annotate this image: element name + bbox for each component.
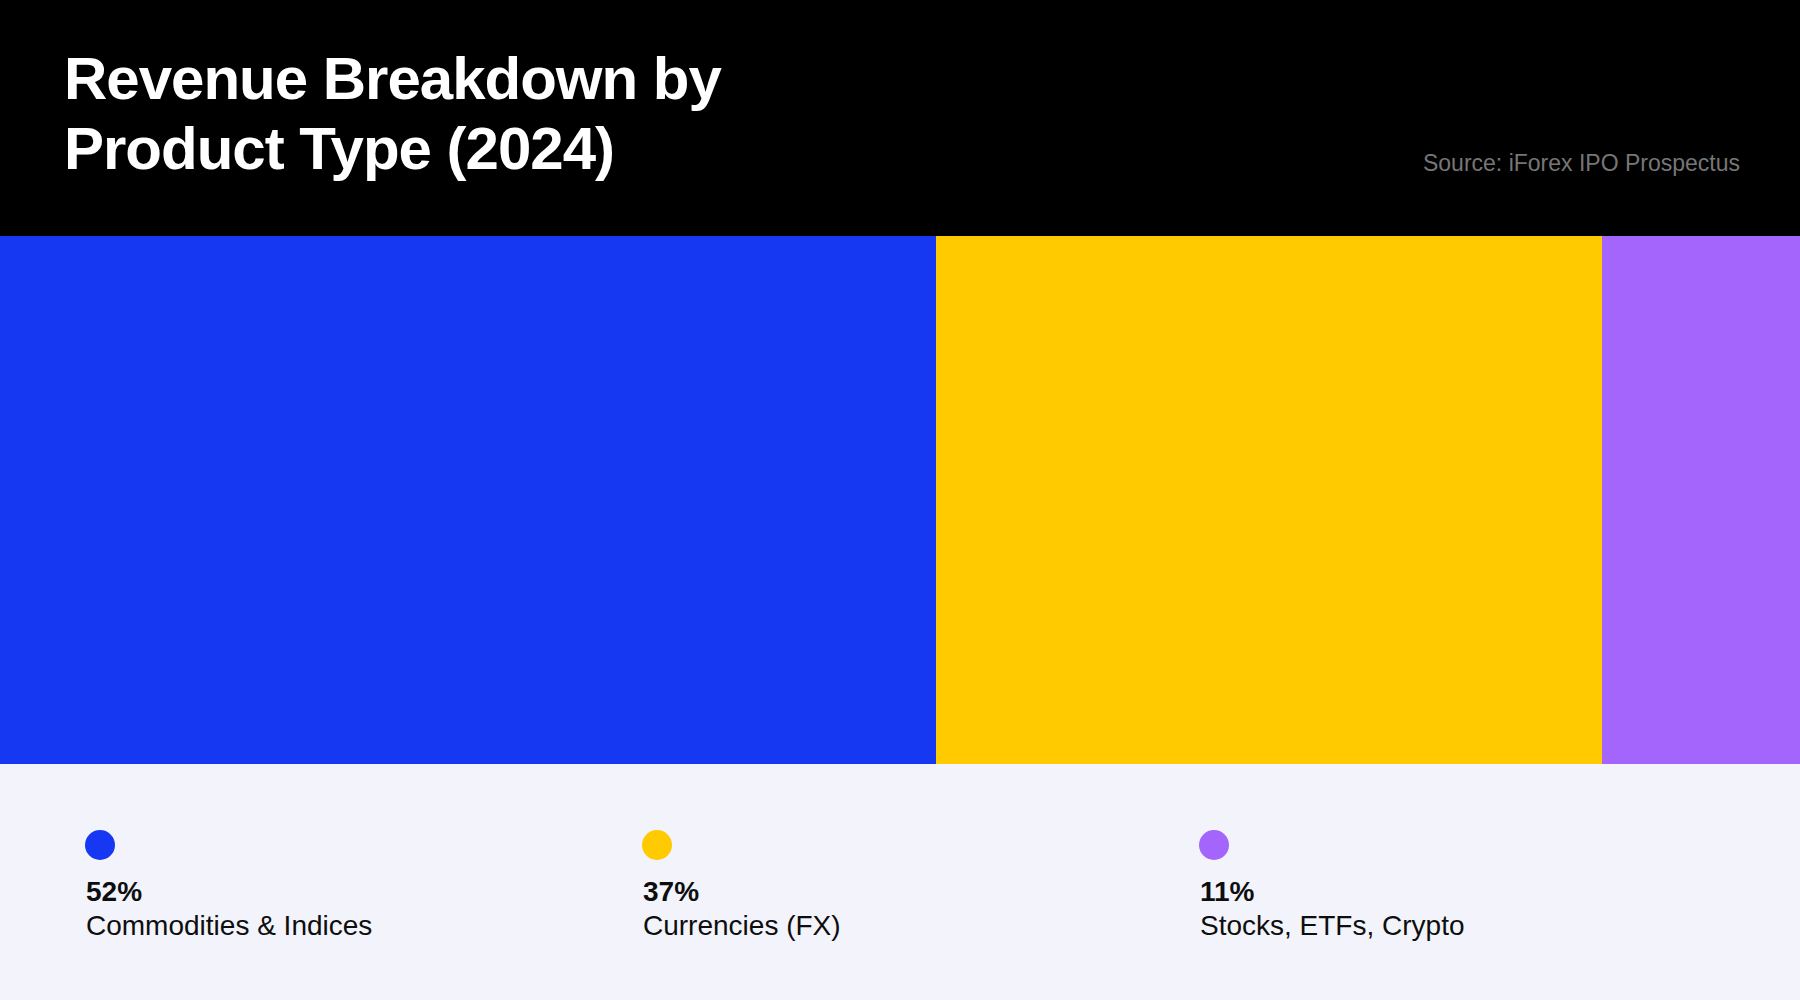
legend-label: Stocks, ETFs, Crypto xyxy=(1200,909,1754,943)
infographic-canvas: Revenue Breakdown by Product Type (2024)… xyxy=(0,0,1800,1000)
header: Revenue Breakdown by Product Type (2024)… xyxy=(0,0,1800,236)
legend: 52% Commodities & Indices 37% Currencies… xyxy=(0,764,1800,1000)
legend-item-commodities-indices: 52% Commodities & Indices xyxy=(83,830,640,943)
legend-percent: 37% xyxy=(643,874,1197,909)
legend-item-stocks-etfs-crypto: 11% Stocks, ETFs, Crypto xyxy=(1197,830,1754,943)
legend-dot-icon xyxy=(1199,830,1229,860)
legend-dot-icon xyxy=(642,830,672,860)
bar-segment-commodities-indices xyxy=(0,236,936,764)
legend-dot-icon xyxy=(85,830,115,860)
legend-item-currencies-fx: 37% Currencies (FX) xyxy=(640,830,1197,943)
page-title: Revenue Breakdown by Product Type (2024) xyxy=(64,44,721,184)
legend-label: Currencies (FX) xyxy=(643,909,1197,943)
legend-label: Commodities & Indices xyxy=(86,909,640,943)
legend-percent: 52% xyxy=(86,874,640,909)
bar-segment-currencies-fx xyxy=(936,236,1602,764)
source-credit: Source: iForex IPO Prospectus xyxy=(1423,150,1740,177)
legend-percent: 11% xyxy=(1200,874,1754,909)
bar-segment-stocks-etfs-crypto xyxy=(1602,236,1800,764)
stacked-bar xyxy=(0,236,1800,764)
